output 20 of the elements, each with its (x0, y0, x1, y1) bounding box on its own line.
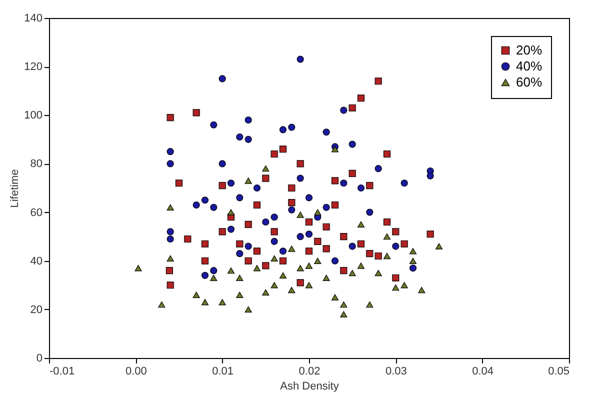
legend-label: 40% (516, 58, 542, 74)
x-axis-title: Ash Density (280, 380, 340, 392)
x-tick-label: 0.04 (472, 366, 494, 378)
y-tick-label: 120 (24, 61, 42, 74)
y-tick-label: 100 (24, 110, 42, 122)
y-tick-label: 140 (24, 12, 42, 24)
y-tick-label: 80 (30, 158, 42, 170)
x-tick-label: 0.00 (125, 366, 147, 378)
legend-label: 20% (516, 42, 542, 58)
x-tick-label: 0.01 (212, 366, 234, 378)
x-tick-label: -0.01 (50, 366, 75, 378)
x-tick-label: 0.03 (385, 366, 407, 378)
x-tick-label: 0.02 (298, 366, 320, 378)
y-tick-label: 20 (30, 304, 42, 316)
y-tick-label: 40 (30, 255, 42, 268)
y-axis-title: Lifetime (9, 169, 22, 208)
y-tick-label: 60 (30, 206, 42, 219)
y-tick-label: 0 (36, 352, 42, 364)
x-tick-label: 0.05 (548, 366, 570, 378)
legend-label: 60% (516, 74, 542, 90)
